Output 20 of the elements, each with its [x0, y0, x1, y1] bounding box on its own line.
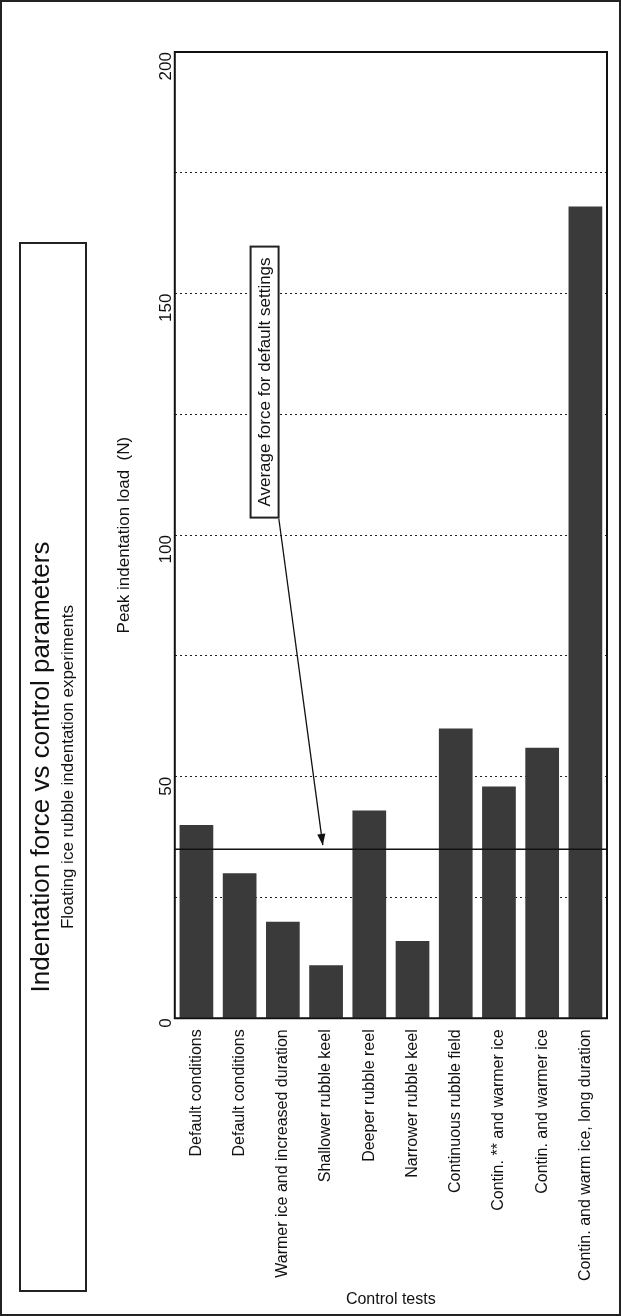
- y-tick-label: 50: [156, 776, 176, 796]
- ref-line-label: Average force for default settings: [249, 245, 280, 519]
- x-tick-label: Default conditions: [230, 1029, 248, 1157]
- x-tick-label: Continuous rubble field: [446, 1029, 464, 1193]
- text: Indentation force vs control parameters: [25, 540, 56, 995]
- y-tick-label: 200: [156, 52, 176, 81]
- text: Floating ice rubble indentation experiments: [58, 603, 78, 932]
- x-tick-label: Narrower rubble keel: [402, 1029, 420, 1178]
- y-tick-label: 100: [156, 535, 176, 564]
- x-tick-label: Default conditions: [186, 1029, 204, 1157]
- x-tick-label: Deeper rubble reel: [359, 1029, 377, 1162]
- x-tick-label: Warmer ice and increased duration: [273, 1029, 291, 1278]
- y-axis-title: Peak indentation load (N): [113, 436, 133, 634]
- x-axis-title: Control tests: [345, 1290, 436, 1308]
- x-tick-label: Contin. and warm ice, long duration: [575, 1029, 593, 1282]
- y-tick-label: 150: [156, 293, 176, 322]
- x-tick-label: Shallower rubble keel: [316, 1029, 334, 1183]
- x-tick-label: Contin. ** and warmer ice: [489, 1029, 507, 1211]
- x-tick-label: Contin. and warmer ice: [532, 1029, 550, 1194]
- y-tick-label: 0: [156, 1018, 176, 1028]
